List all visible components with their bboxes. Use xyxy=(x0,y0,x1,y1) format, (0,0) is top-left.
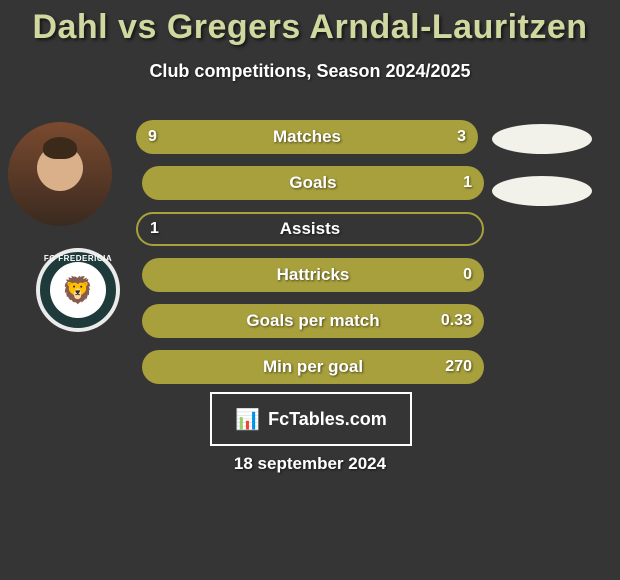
player1-avatar xyxy=(8,122,112,226)
stat-label: Hattricks xyxy=(277,265,350,285)
right-ellipses xyxy=(492,124,612,412)
lion-icon: 🦁 xyxy=(62,275,94,306)
stat-bars: 9 Matches 3 Goals 1 1 Assists Hattricks 0 Goals p… xyxy=(136,120,484,396)
stat-right-value: 0 xyxy=(463,258,472,292)
stat-row-goals-per-match: Goals per match 0.33 xyxy=(142,304,484,338)
stat-row-assists: 1 Assists xyxy=(136,212,484,246)
comparison-card: Dahl vs Gregers Arndal-Lauritzen Club co… xyxy=(0,0,620,580)
date-label: 18 september 2024 xyxy=(0,454,620,474)
avatars-column: FC FREDERICIA 🦁 xyxy=(8,122,118,332)
ellipse-marker xyxy=(492,124,592,154)
stat-row-goals: Goals 1 xyxy=(142,166,484,200)
avatar-placeholder-icon xyxy=(8,122,112,226)
stat-label: Goals xyxy=(289,173,336,193)
stat-label: Matches xyxy=(273,127,341,147)
stat-row-min-per-goal: Min per goal 270 xyxy=(142,350,484,384)
brand-text: FcTables.com xyxy=(268,409,387,430)
stat-row-matches: 9 Matches 3 xyxy=(136,120,478,154)
stat-left-value: 9 xyxy=(148,120,157,154)
brand-box[interactable]: 📊 FcTables.com xyxy=(210,392,412,446)
stat-right-value: 0.33 xyxy=(441,304,472,338)
stat-label: Min per goal xyxy=(263,357,363,377)
page-title: Dahl vs Gregers Arndal-Lauritzen xyxy=(0,0,620,47)
stat-left-value: 1 xyxy=(150,214,159,244)
stat-row-hattricks: Hattricks 0 xyxy=(142,258,484,292)
stat-label: Goals per match xyxy=(246,311,379,331)
player2-club-badge: FC FREDERICIA 🦁 xyxy=(36,248,120,332)
subtitle: Club competitions, Season 2024/2025 xyxy=(0,61,620,82)
stat-right-value: 270 xyxy=(445,350,472,384)
stat-right-value: 3 xyxy=(457,120,466,154)
badge-symbol: 🦁 xyxy=(50,262,106,318)
stat-right-value: 1 xyxy=(463,166,472,200)
ellipse-marker xyxy=(492,176,592,206)
stat-label: Assists xyxy=(280,219,340,239)
brand-chart-icon: 📊 xyxy=(235,407,260,432)
